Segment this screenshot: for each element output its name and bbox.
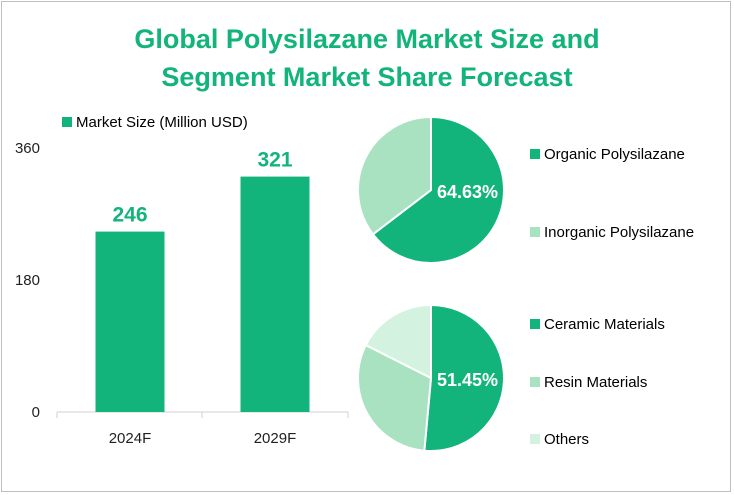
pie1-legend-swatch-0	[530, 149, 540, 159]
y-tick-label: 0	[32, 404, 40, 421]
pie2-legend-swatch-1	[530, 377, 540, 387]
pie2-slice-2	[364, 303, 432, 380]
pie1-legend-label-1: Inorganic Polysilazane	[544, 224, 694, 241]
pie2-legend-swatch-0	[530, 319, 540, 329]
bar-2024F	[95, 231, 165, 412]
pie1-slice-0	[371, 115, 505, 264]
pie2-slice-1	[357, 343, 433, 452]
x-tick-label: 2029F	[254, 430, 297, 447]
x-tick-label: 2024F	[109, 430, 152, 447]
bar-2029F	[240, 176, 310, 412]
title-line-2: Segment Market Share Forecast	[161, 62, 573, 92]
pie2-legend-label-1: Resin Materials	[544, 374, 647, 391]
pie2-legend-label-2: Others	[544, 431, 589, 448]
pie2-slice-0	[423, 303, 505, 452]
bar-legend-swatch	[62, 117, 72, 127]
pie1-legend-label-0: Organic Polysilazane	[544, 146, 685, 163]
bar-value-label: 246	[112, 204, 147, 227]
pie1-legend-swatch-1	[530, 227, 540, 237]
y-tick-label: 180	[15, 272, 40, 289]
bar-value-label: 321	[257, 149, 292, 172]
pie2-percent-label: 51.45%	[437, 370, 498, 390]
pie2-legend-label-0: Ceramic Materials	[544, 316, 665, 333]
pie2-legend-swatch-2	[530, 434, 540, 444]
pie1-slice-1	[357, 115, 432, 236]
chart-title: Global Polysilazane Market Size and Segm…	[0, 20, 734, 96]
title-line-1: Global Polysilazane Market Size and	[134, 24, 600, 54]
bar-legend-label: Market Size (Million USD)	[76, 114, 248, 131]
y-tick-label: 360	[15, 140, 40, 157]
pie1-percent-label: 64.63%	[437, 182, 498, 202]
